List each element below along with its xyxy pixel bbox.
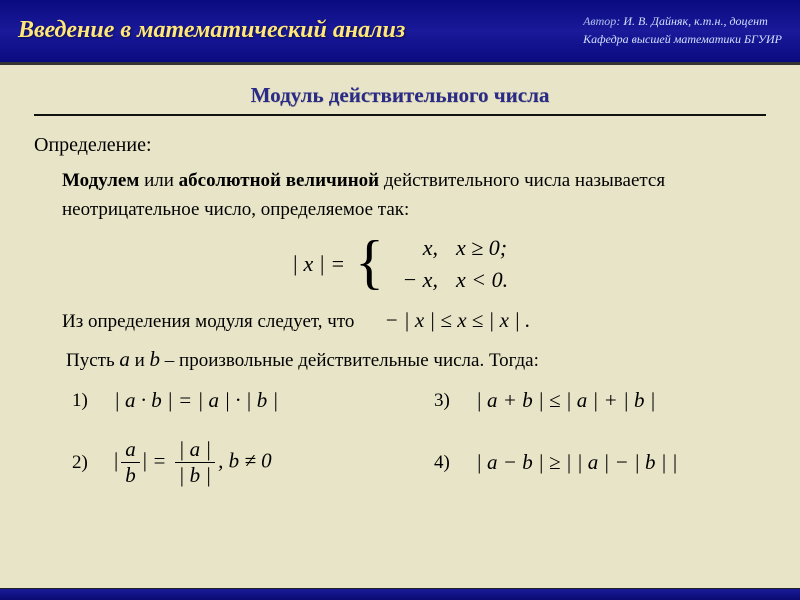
frac-left: a b [121, 439, 140, 486]
properties-grid: 1) | a · b | = | a | · | b | 3) | a + b … [72, 388, 766, 486]
let-row: Пусть a и b – произвольные действительны… [66, 347, 766, 372]
abs-lhs: | x | = [292, 251, 345, 277]
corollary-expr: − | x | ≤ x ≤ | x | . [384, 308, 530, 333]
content: Модуль действительного числа Определение… [0, 65, 800, 496]
dept-line: Кафедра высшей математики БГУИР [583, 30, 782, 48]
divider [34, 114, 766, 116]
definition-text: Модулем или абсолютной величиной действи… [62, 167, 766, 224]
section-title: Модуль действительного числа [34, 83, 766, 108]
prop-1: 1) | a · b | = | a | · | b | [72, 388, 404, 413]
author-line: Автор: И. В. Дайняк, к.т.н., доцент [583, 12, 782, 30]
author-block: Автор: И. В. Дайняк, к.т.н., доцент Кафе… [583, 12, 782, 48]
case-1: x, x ≥ 0; [392, 235, 508, 261]
cases: x, x ≥ 0; − x, x < 0. [392, 235, 508, 293]
prop-2-expr: | a b | = | a | | b | , b ≠ 0 [114, 439, 272, 486]
corollary-text: Из определения модуля следует, что [62, 311, 354, 333]
corollary-row: Из определения модуля следует, что − | x… [62, 308, 766, 333]
prop-3: 3) | a + b | ≤ | a | + | b | [434, 388, 766, 413]
slide-title: Введение в математический анализ [18, 17, 583, 44]
abs-definition-formula: | x | = { x, x ≥ 0; − x, x < 0. [34, 234, 766, 294]
frac-right: | a | | b | [175, 439, 216, 486]
prop-2: 2) | a b | = | a | | b | , b ≠ 0 [72, 439, 404, 486]
definition-label: Определение: [34, 134, 766, 157]
def-bold-1: Модулем [62, 170, 139, 191]
brace-icon: { [355, 232, 384, 292]
author-label: Автор [583, 14, 616, 28]
header-bar: Введение в математический анализ Автор: … [0, 0, 800, 65]
footer-bar [0, 588, 800, 600]
prop-4: 4) | a − b | ≥ | | a | − | b | | [434, 439, 766, 486]
def-bold-2: абсолютной величиной [179, 170, 379, 191]
case-2: − x, x < 0. [392, 267, 508, 293]
author-name: И. В. Дайняк, к.т.н., доцент [623, 14, 767, 28]
